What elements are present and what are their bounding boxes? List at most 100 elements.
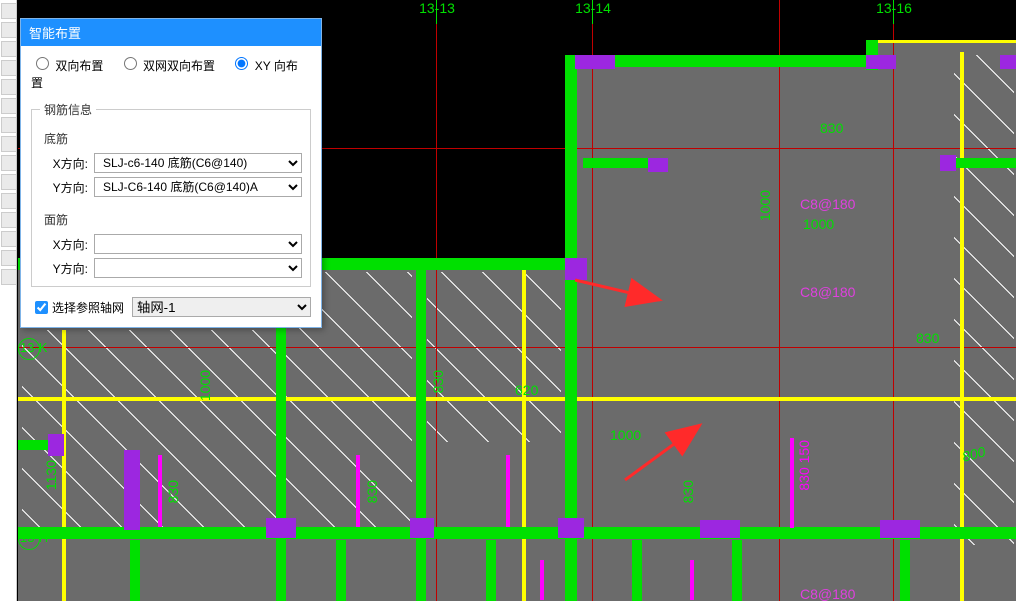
dim-text: 1130 bbox=[43, 460, 59, 490]
y-label: Y方向: bbox=[40, 260, 88, 277]
x-label: X方向: bbox=[40, 155, 88, 172]
axis-label: 13-K bbox=[20, 340, 47, 355]
axis-label: 13-13 bbox=[412, 0, 462, 16]
mark-magenta bbox=[790, 438, 794, 528]
wall-green bbox=[900, 540, 910, 601]
wall-purple bbox=[558, 518, 584, 538]
mark-magenta bbox=[540, 560, 544, 600]
toolbar-button[interactable] bbox=[1, 136, 17, 152]
gridline bbox=[592, 0, 593, 601]
smart-layout-panel: 智能布置 双向布置 双网双向布置 XY 向布置 钢筋信息 底筋 X方向: SLJ… bbox=[20, 18, 322, 328]
bottom-x-select[interactable]: SLJ-c6-140 底筋(C6@140) bbox=[94, 153, 302, 173]
dim-text: 620 bbox=[515, 382, 538, 398]
dim-text: 830 bbox=[430, 370, 446, 393]
toolbar-button[interactable] bbox=[1, 79, 17, 95]
toolbar-button[interactable] bbox=[1, 212, 17, 228]
gridref-checkbox[interactable] bbox=[35, 301, 48, 314]
wall-green bbox=[130, 540, 140, 601]
toolbar-button[interactable] bbox=[1, 155, 17, 171]
wall-purple bbox=[1000, 55, 1016, 69]
wall-green bbox=[632, 540, 642, 601]
gridline bbox=[779, 0, 780, 601]
bottom-y-select[interactable]: SLJ-C6-140 底筋(C6@140)A bbox=[94, 177, 302, 197]
left-toolbar bbox=[0, 0, 17, 601]
toolbar-button[interactable] bbox=[1, 22, 17, 38]
wall-purple bbox=[880, 520, 920, 538]
wall-green bbox=[336, 540, 346, 601]
mark-magenta bbox=[158, 455, 162, 527]
wall-purple bbox=[124, 450, 140, 530]
dim-text: C8@180 bbox=[800, 284, 855, 300]
gridline bbox=[436, 0, 437, 601]
wall-purple bbox=[565, 258, 587, 280]
dim-text: 1000 bbox=[197, 370, 213, 401]
fieldset-legend: 钢筋信息 bbox=[40, 101, 96, 118]
top-rebar-header: 面筋 bbox=[44, 211, 302, 228]
toolbar-button[interactable] bbox=[1, 60, 17, 76]
dim-text: 830 bbox=[680, 480, 696, 503]
slab-hatch bbox=[22, 330, 278, 530]
dim-text: 830 bbox=[820, 120, 843, 136]
toolbar-button[interactable] bbox=[1, 3, 17, 19]
toolbar-button[interactable] bbox=[1, 117, 17, 133]
top-y-select[interactable] bbox=[94, 258, 302, 278]
toolbar-button[interactable] bbox=[1, 193, 17, 209]
dim-text: 830 bbox=[165, 480, 181, 503]
dim-text: 1000 bbox=[757, 190, 773, 221]
wall-purple bbox=[940, 155, 956, 171]
wall-purple bbox=[410, 518, 434, 538]
top-x-select[interactable] bbox=[94, 234, 302, 254]
toolbar-button[interactable] bbox=[1, 231, 17, 247]
dim-text: C8@180 bbox=[800, 586, 855, 601]
wall-yellow bbox=[960, 52, 964, 601]
wall-yellow bbox=[62, 330, 66, 601]
rebar-fieldset: 钢筋信息 底筋 X方向: SLJ-c6-140 底筋(C6@140) Y方向: … bbox=[31, 101, 311, 287]
wall-green bbox=[416, 258, 426, 601]
dim-text: 830 bbox=[364, 480, 380, 503]
toolbar-button[interactable] bbox=[1, 269, 17, 285]
wall-yellow bbox=[873, 40, 1016, 43]
gridline bbox=[893, 0, 894, 601]
panel-title: 智能布置 bbox=[21, 19, 321, 46]
radio-label: 双向布置 bbox=[55, 59, 103, 73]
wall-purple bbox=[648, 158, 668, 172]
mark-magenta bbox=[506, 455, 510, 527]
wall-green bbox=[583, 158, 653, 168]
y-label: Y方向: bbox=[40, 179, 88, 196]
radio-label: 双网双向布置 bbox=[143, 59, 215, 73]
dim-text: 1000 bbox=[803, 216, 834, 232]
dim-text: 830 150 bbox=[796, 440, 812, 491]
wall-purple bbox=[866, 55, 896, 69]
wall-purple bbox=[700, 520, 740, 538]
wall-green bbox=[486, 540, 496, 601]
wall-green bbox=[732, 540, 742, 601]
axis-label: 13-16 bbox=[869, 0, 919, 16]
wall-purple bbox=[266, 518, 296, 538]
wall-purple bbox=[575, 55, 615, 69]
wall-green bbox=[18, 527, 1016, 539]
dim-text: C8@180 bbox=[800, 196, 855, 212]
dim-text: 830 bbox=[916, 330, 939, 346]
mark-magenta bbox=[356, 455, 360, 527]
gridline bbox=[18, 347, 1016, 348]
toolbar-button[interactable] bbox=[1, 250, 17, 266]
gridref-select[interactable]: 轴网-1 bbox=[132, 297, 311, 317]
axis-label: 13-14 bbox=[568, 0, 618, 16]
dim-text: 1000 bbox=[610, 427, 641, 443]
layout-mode-radios: 双向布置 双网双向布置 XY 向布置 bbox=[21, 46, 321, 97]
axis-label: 13-H bbox=[20, 530, 48, 545]
bottom-rebar-header: 底筋 bbox=[44, 130, 302, 147]
wall-purple bbox=[48, 434, 64, 456]
toolbar-button[interactable] bbox=[1, 98, 17, 114]
gridref-label: 选择参照轴网 bbox=[52, 299, 124, 316]
toolbar-button[interactable] bbox=[1, 174, 17, 190]
x-label: X方向: bbox=[40, 236, 88, 253]
mark-magenta bbox=[690, 560, 694, 600]
radio-bidirectional[interactable]: 双向布置 bbox=[31, 59, 103, 73]
wall-yellow bbox=[522, 260, 526, 601]
wall-green bbox=[575, 55, 885, 67]
wall-green bbox=[950, 158, 1016, 168]
radio-double-net[interactable]: 双网双向布置 bbox=[119, 59, 215, 73]
slab-hatch bbox=[427, 272, 561, 442]
toolbar-button[interactable] bbox=[1, 41, 17, 57]
